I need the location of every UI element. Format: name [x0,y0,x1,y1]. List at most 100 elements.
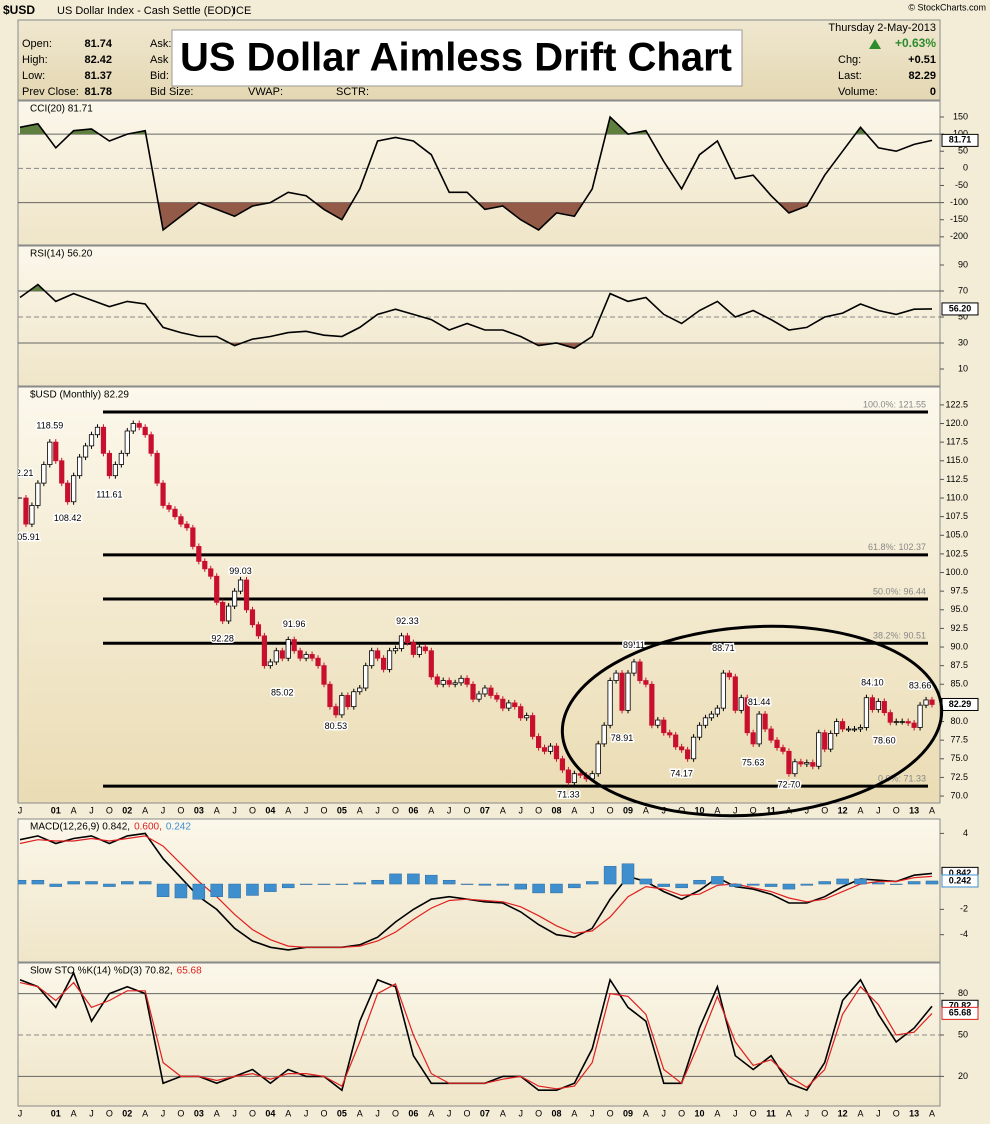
candle [595,743,601,775]
x-tick-label: O [464,1108,471,1118]
x-tick-label: 09 [623,805,633,815]
high-low-label: 78.60 [873,735,896,745]
histogram-bar [532,883,545,894]
high-low-label: 118.59 [36,420,63,430]
histogram-bar [264,883,277,892]
candle [71,475,77,503]
histogram-bar [568,883,581,889]
panel-title: RSI(14) 56.20 [30,249,93,260]
y-tick-label: 80 [958,988,968,998]
y-tick-label: 87.5 [950,660,968,670]
candle [53,441,59,462]
high-low-label: 71.33 [557,790,580,800]
x-tick-label: A [500,1108,506,1118]
x-tick-label: 11 [766,805,776,815]
x-tick-label: A [357,1108,363,1118]
histogram-bar [925,880,939,885]
x-tick-label: 11 [766,1108,776,1118]
x-tick-label: 12 [838,1108,848,1118]
quote-value: 82.42 [84,54,112,66]
candle [512,702,518,708]
x-tick-label: A [714,805,720,815]
x-tick-label: O [607,1108,614,1118]
x-tick-label: 01 [51,1108,61,1118]
candle [422,646,428,652]
candle [333,706,339,716]
candle [77,456,83,477]
x-tick-label: O [249,805,256,815]
last-value-label: 65.68 [949,1008,972,1018]
x-tick-label: 06 [408,805,418,815]
x-tick-label: O [678,1108,685,1118]
candle [667,732,673,736]
exchange: ICE [233,5,251,17]
candle [321,665,327,685]
candle [851,728,858,731]
x-tick-label: 01 [51,805,61,815]
y-tick-label: 77.5 [950,735,968,745]
candle [732,676,738,711]
candle [929,699,935,705]
x-tick-label: 08 [551,805,561,815]
x-tick-label: O [464,805,471,815]
candle [190,527,196,547]
candle [905,721,911,724]
candle [690,736,697,760]
candle [643,680,649,685]
y-tick-label: 30 [958,337,968,347]
series-line [19,981,933,1090]
histogram-bar [746,883,760,886]
oversold-fill [158,202,809,230]
y-tick-label: 80.0 [950,716,968,726]
candle [184,523,190,529]
x-tick-label: J [876,805,881,815]
quote-label: Prev Close: [22,86,79,98]
panel-title: 65.68 [177,966,202,977]
candle [124,430,130,454]
candle [303,654,309,659]
panel-frame [17,818,941,963]
y-tick-label: 97.5 [950,586,968,596]
x-tick-label: A [71,805,77,815]
histogram-bar [729,883,742,887]
y-tick-label: 75.0 [950,753,968,763]
histogram-bar [210,883,223,897]
x-tick-label: 04 [265,805,275,815]
histogram-bar [496,883,510,886]
x-tick-label: A [142,805,148,815]
candle [482,687,488,695]
x-tick-label: 10 [695,1108,705,1118]
x-tick-label: A [857,805,863,815]
x-tick-label: O [392,805,399,815]
candle [375,650,381,659]
quote-label: Open: [22,38,52,50]
y-tick-label: 92.5 [950,623,968,633]
x-tick-label: J [304,805,309,815]
candle [685,749,691,760]
candle [237,579,244,592]
candle [142,426,148,436]
high-low-label: 83.66 [909,681,932,691]
histogram-bar [138,881,152,885]
fib-label: 38.2%: 90.51 [873,631,926,641]
candle [196,546,202,562]
candle [118,452,124,465]
histogram-bar [818,881,831,885]
candle [679,746,685,751]
histogram-bar [389,873,402,885]
panel-title: Slow STO %K(14) %D(3) 70.82, [30,966,173,977]
x-tick-label: J [18,805,23,815]
x-tick-label: O [750,805,757,815]
x-tick-label: 05 [337,1108,347,1118]
x-tick-label: J [733,1108,738,1118]
y-tick-label: 72.5 [950,772,968,782]
last-value-box [941,302,979,316]
x-tick-label: J [662,1108,667,1118]
high-low-label: 92.28 [211,633,234,643]
change-percent: +0.63% [895,36,936,50]
quote-label: Last: [838,70,862,82]
candle [786,750,792,775]
candle [875,701,881,711]
credit: © StockCharts.com [908,2,986,12]
series-line [19,283,933,350]
